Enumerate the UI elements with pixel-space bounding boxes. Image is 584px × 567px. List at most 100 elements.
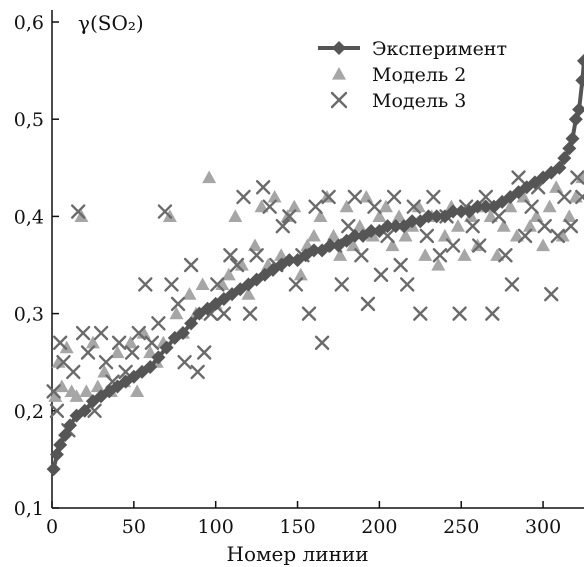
model3-point: [485, 306, 500, 321]
series-experiment: [46, 53, 584, 477]
model2-point: [202, 170, 217, 184]
model3-point: [367, 199, 382, 214]
model2-point: [431, 258, 446, 271]
experiment-point: [388, 219, 403, 234]
model2-point: [509, 228, 524, 242]
x-tick-label: 50: [122, 516, 146, 538]
model2-point: [54, 379, 69, 393]
model3-point: [373, 267, 389, 282]
model2-point: [372, 209, 387, 222]
y-tick-label: 0,6: [14, 12, 44, 34]
model2-point: [503, 199, 518, 213]
x-tick-label: 150: [279, 516, 315, 538]
model2-point: [221, 267, 236, 281]
model3-point: [190, 364, 205, 380]
data-series: [46, 53, 584, 477]
model2-point: [293, 267, 308, 281]
model2-point: [378, 199, 393, 213]
model3-point: [236, 189, 251, 205]
model2-point: [529, 209, 544, 222]
model2-point: [254, 199, 269, 213]
model3-point: [223, 248, 238, 263]
model3-point: [111, 335, 127, 350]
experiment-point: [77, 403, 92, 418]
model3-point: [575, 189, 584, 205]
model3-point: [308, 199, 323, 214]
model3-point: [334, 277, 349, 292]
model2-point: [346, 238, 361, 252]
model3-point: [537, 218, 552, 234]
experiment-point: [184, 316, 199, 331]
experiment-point: [118, 374, 133, 389]
legend-model3-x-glyph: [330, 91, 348, 109]
experiment-point: [53, 437, 68, 452]
model3-point: [504, 277, 520, 292]
model3-point: [465, 218, 480, 234]
model3-point: [80, 345, 96, 360]
experiment-point: [577, 53, 584, 68]
experiment-point: [347, 228, 362, 243]
model3-point: [229, 257, 245, 273]
experiment-point: [143, 360, 158, 375]
legend-model3-x-icon: [330, 91, 348, 109]
model3-point: [170, 296, 186, 312]
model3-point: [255, 180, 271, 195]
model2-point: [385, 238, 400, 252]
model3-point: [472, 238, 487, 253]
y-tick-label: 0,1: [14, 498, 44, 520]
experiment-point: [306, 243, 321, 258]
model3-point: [183, 257, 199, 273]
model2-point: [352, 219, 367, 232]
model3-point: [242, 306, 258, 321]
legend-model2-triangle-icon: [332, 67, 346, 80]
model2-point: [85, 335, 100, 349]
model2-point: [90, 379, 105, 393]
model2-point: [549, 180, 564, 193]
experiment-point: [151, 350, 166, 365]
experiment-point: [454, 204, 469, 219]
model2-point: [496, 219, 511, 232]
legend-experiment-label: Эксперимент: [372, 38, 507, 60]
model3-point: [151, 316, 166, 331]
model3-point: [93, 325, 109, 341]
model3-point: [301, 306, 317, 321]
model2-point: [110, 345, 125, 359]
model2-point: [392, 209, 407, 222]
y-axis-title: γ(SO₂): [78, 11, 144, 35]
model3-point: [249, 248, 264, 263]
model3-point: [413, 306, 428, 321]
model3-point: [524, 199, 539, 214]
model2-point: [287, 199, 302, 213]
experiment-point: [552, 160, 567, 175]
model3-point: [517, 228, 533, 244]
model3-point: [419, 228, 435, 244]
model3-point: [445, 238, 461, 253]
model2-point: [326, 228, 341, 242]
model2-point: [333, 248, 348, 261]
model3-point: [406, 199, 421, 214]
model2-point: [562, 209, 577, 222]
model3-point: [321, 189, 336, 205]
model3-point: [157, 204, 173, 219]
legend-item-experiment: Эксперимент: [318, 38, 507, 60]
model2-point: [483, 209, 498, 222]
x-tick-label: 300: [525, 516, 561, 538]
model2-point: [516, 189, 531, 203]
model3-point: [563, 218, 579, 234]
model3-point: [550, 228, 566, 244]
model2-point: [536, 238, 551, 252]
model2-point: [418, 248, 433, 261]
experiment-point: [282, 253, 297, 268]
experiment-point: [58, 428, 73, 443]
model3-point: [354, 248, 369, 263]
model3-point: [393, 257, 408, 273]
model3-point: [544, 286, 559, 302]
axis-ticks: 0,1 0,2 0,3 0,4 0,5 0,6 0 50 100 150 200 250 300: [14, 12, 561, 538]
experiment-point: [323, 238, 338, 253]
model2-point: [313, 209, 328, 222]
model3-point: [49, 403, 65, 418]
model3-point: [75, 325, 91, 341]
experiment-point: [470, 199, 485, 214]
model3-point: [282, 209, 297, 224]
model2-point: [79, 384, 94, 397]
